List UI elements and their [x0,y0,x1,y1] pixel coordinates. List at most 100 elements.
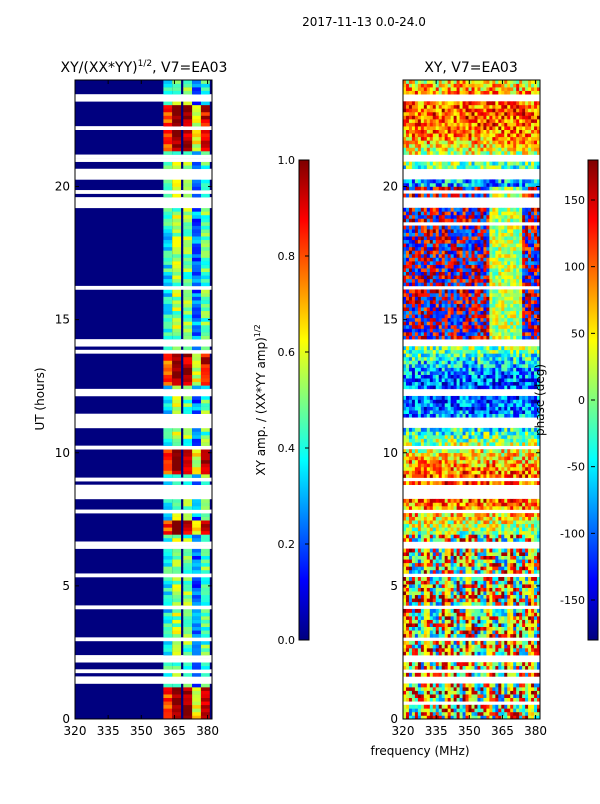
right-phase-cell [510,442,513,446]
right-phase-cell [483,449,486,453]
right-phase-cell [427,581,430,585]
right-phase-cell [409,524,412,528]
right-phase-cell [427,375,430,379]
right-phase-cell [445,584,448,588]
right-phase-cell [504,591,507,595]
right-phase-cell [463,396,466,400]
right-phase-cell [406,591,409,595]
right-phase-cell [489,346,492,350]
right-phase-cell [451,620,454,624]
right-phase-cell [528,581,531,585]
right-phase-cell [483,499,486,503]
left-band-cell [192,581,201,585]
right-phase-cell [501,357,504,361]
right-phase-cell [460,549,463,553]
right-phase-cell [430,336,433,340]
right-phase-cell [498,428,501,432]
left-band-cell [201,293,210,297]
left-band-cell [201,130,210,134]
right-phase-cell [412,613,415,617]
right-phase-cell [430,620,433,624]
right-phase-cell [483,346,486,350]
right-phase-cell [421,616,424,620]
right-phase-cell [525,563,528,567]
left-gap-row [75,655,212,659]
left-band-cell [201,243,210,247]
left-band-cell [163,502,172,506]
right-phase-cell [448,456,451,460]
right-phase-cell [466,538,469,542]
right-phase-cell [480,705,483,709]
right-phase-cell [409,431,412,435]
right-phase-cell [522,513,525,517]
left-band-cell [183,403,192,407]
right-phase-cell [412,314,415,318]
right-phase-cell [442,691,445,695]
right-phase-cell [492,442,495,446]
right-phase-cell [436,336,439,340]
left-band-cell [201,538,210,542]
right-phase-cell [460,439,463,443]
right-phase-cell [474,552,477,556]
left-band-cell [183,520,192,524]
right-phase-cell [442,534,445,538]
right-phase-cell [531,350,534,354]
right-phase-cell [448,463,451,467]
right-phase-cell [406,304,409,308]
right-phase-cell [451,431,454,435]
right-phase-cell [480,506,483,510]
right-phase-cell [528,552,531,556]
right-phase-cell [418,463,421,467]
right-phase-cell [474,506,477,510]
right-phase-cell [489,456,492,460]
right-phase-cell [492,378,495,382]
right-phase-cell [427,538,430,542]
right-phase-cell [406,630,409,634]
right-phase-cell [510,577,513,581]
right-phase-cell [460,613,463,617]
right-phase-cell [501,321,504,325]
right-phase-cell [519,329,522,333]
right-phase-cell [469,332,472,336]
right-phase-cell [534,598,537,602]
right-phase-cell [525,698,528,702]
right-phase-cell [522,378,525,382]
right-phase-cell [421,595,424,599]
right-phase-cell [427,527,430,531]
right-phase-cell [528,662,531,666]
right-phase-cell [460,673,463,677]
left-ytick-label: 5 [62,579,70,593]
right-phase-cell [418,364,421,368]
right-phase-cell [474,396,477,400]
right-phase-cell [498,346,501,350]
left-band-cell [201,556,210,560]
right-phase-cell [430,407,433,411]
right-phase-cell [457,588,460,592]
left-band-cell [172,623,181,627]
right-phase-cell [436,311,439,315]
right-phase-cell [466,442,469,446]
right-phase-cell [495,598,498,602]
left-band-cell [192,698,201,702]
right-phase-cell [427,513,430,517]
left-band-cell [192,382,201,386]
left-band-cell [163,456,172,460]
right-phase-cell [442,382,445,386]
left-band-cell [172,520,181,524]
right-phase-cell [463,517,466,521]
right-phase-cell [445,325,448,329]
left-band-cell [163,634,172,638]
right-phase-cell [457,329,460,333]
left-band-cell [172,627,181,631]
right-phase-cell [474,563,477,567]
right-phase-cell [445,623,448,627]
right-phase-cell [430,712,433,716]
right-phase-cell [460,378,463,382]
right-phase-cell [522,329,525,333]
left-band-cell [201,371,210,375]
left-band-cell [163,524,172,528]
right-phase-cell [486,456,489,460]
right-phase-cell [525,364,528,368]
right-phase-cell [489,691,492,695]
right-phase-cell [504,630,507,634]
